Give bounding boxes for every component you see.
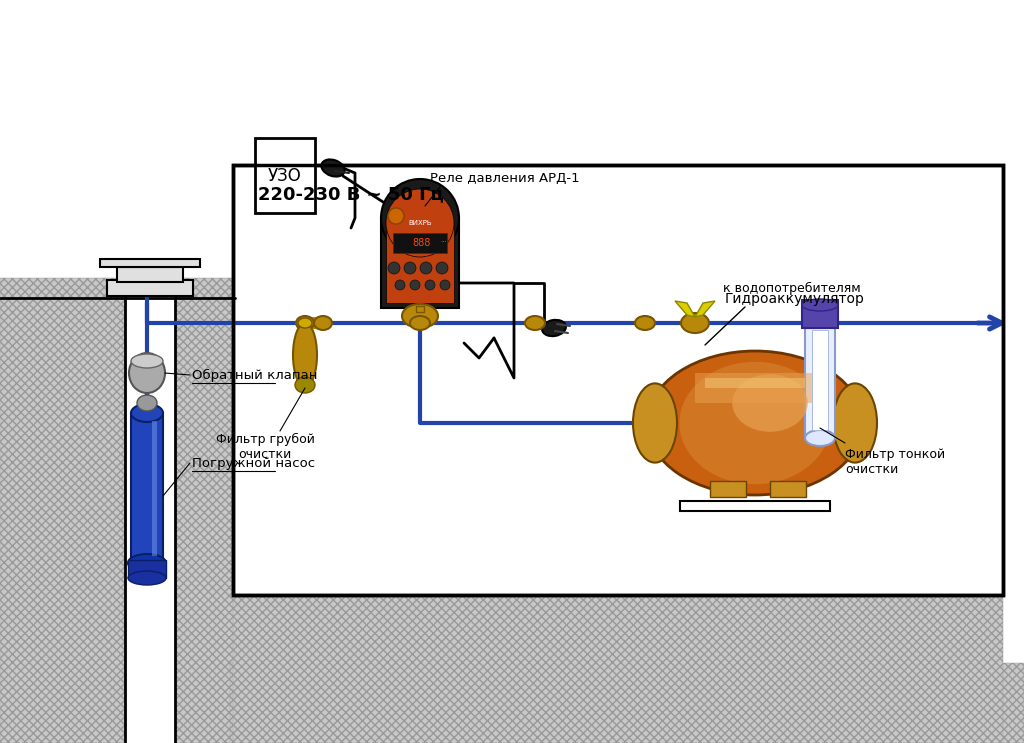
Text: Обратный клапан: Обратный клапан <box>193 369 317 382</box>
Bar <box>125 268 175 743</box>
Bar <box>255 138 315 213</box>
Polygon shape <box>675 301 695 317</box>
Text: Фильтр тонкой
очистки: Фильтр тонкой очистки <box>845 448 945 476</box>
Ellipse shape <box>131 404 163 422</box>
Text: ВИХРЬ: ВИХРЬ <box>409 220 432 226</box>
Ellipse shape <box>805 430 835 446</box>
Ellipse shape <box>802 299 838 311</box>
Ellipse shape <box>633 383 677 463</box>
Bar <box>128 560 166 578</box>
Bar <box>710 481 746 497</box>
Bar <box>230 663 1024 743</box>
Bar <box>152 421 157 556</box>
Text: Фильтр грубой
очистки: Фильтр грубой очистки <box>216 433 314 461</box>
Ellipse shape <box>298 318 312 328</box>
Bar <box>386 223 454 303</box>
Bar <box>812 330 828 430</box>
Ellipse shape <box>137 395 157 411</box>
Text: 220-230 В ~ 50 Гц: 220-230 В ~ 50 Гц <box>258 185 443 203</box>
Bar <box>233 595 1002 743</box>
Text: 888: 888 <box>412 238 430 248</box>
Ellipse shape <box>131 354 163 368</box>
Ellipse shape <box>410 316 430 330</box>
Circle shape <box>425 280 435 290</box>
Bar <box>106 280 193 296</box>
Circle shape <box>395 280 406 290</box>
Ellipse shape <box>295 377 315 393</box>
Ellipse shape <box>635 316 655 330</box>
Text: .: . <box>441 253 442 258</box>
Bar <box>305 317 323 329</box>
Ellipse shape <box>314 316 332 330</box>
Bar <box>233 165 1002 595</box>
Text: .: . <box>425 253 427 258</box>
Bar <box>805 328 835 438</box>
Bar <box>705 378 805 388</box>
Bar <box>117 267 183 282</box>
Circle shape <box>420 262 432 274</box>
Ellipse shape <box>381 179 459 257</box>
Ellipse shape <box>402 304 438 328</box>
Text: .: . <box>393 253 395 258</box>
Ellipse shape <box>296 316 314 330</box>
Ellipse shape <box>322 160 345 177</box>
Bar <box>416 306 424 312</box>
Ellipse shape <box>128 554 166 572</box>
Circle shape <box>388 262 400 274</box>
Bar <box>131 413 163 563</box>
Bar <box>230 663 1024 743</box>
Bar <box>695 373 815 403</box>
Text: Гидроаккумулятор: Гидроаккумулятор <box>725 292 865 306</box>
Bar <box>233 165 1002 595</box>
Text: Реле давления АРД-1: Реле давления АРД-1 <box>430 172 580 185</box>
Ellipse shape <box>386 189 454 257</box>
Ellipse shape <box>128 571 166 585</box>
Bar <box>381 218 459 308</box>
Bar <box>100 259 200 267</box>
Ellipse shape <box>732 374 808 432</box>
Ellipse shape <box>833 383 877 463</box>
Text: Погружной насос: Погружной насос <box>193 456 315 470</box>
Ellipse shape <box>647 351 863 495</box>
Circle shape <box>436 262 449 274</box>
Circle shape <box>440 280 450 290</box>
Ellipse shape <box>293 323 317 387</box>
Text: .: . <box>410 253 411 258</box>
Ellipse shape <box>542 319 566 336</box>
Circle shape <box>410 280 420 290</box>
Polygon shape <box>695 301 715 317</box>
Bar <box>393 233 447 253</box>
Bar <box>175 278 234 743</box>
Ellipse shape <box>525 316 545 330</box>
Bar <box>680 501 830 511</box>
Text: ...: ... <box>440 237 446 243</box>
Text: к водопотребителям: к водопотребителям <box>723 282 861 295</box>
Ellipse shape <box>129 353 165 393</box>
Bar <box>233 595 1002 743</box>
Text: УЗО: УЗО <box>268 167 302 185</box>
Bar <box>802 300 838 328</box>
Ellipse shape <box>679 362 830 484</box>
Bar <box>770 481 806 497</box>
Ellipse shape <box>388 208 404 224</box>
Bar <box>0 693 1024 743</box>
Bar <box>0 278 125 743</box>
Ellipse shape <box>681 313 709 333</box>
Circle shape <box>404 262 416 274</box>
